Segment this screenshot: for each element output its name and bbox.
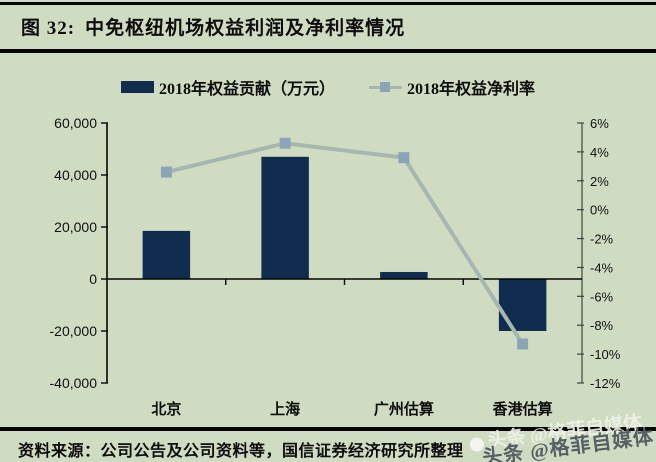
x-category-label-1: 上海 [270,400,300,418]
y-right-tick-label: 0% [590,203,609,218]
y-left-tick-label: 40,000 [54,167,97,183]
line-marker-2 [398,152,410,164]
chart-legend: 2018年权益贡献（万元） 2018年权益净利率 [0,75,656,99]
y-left-tick-label: 60,000 [54,115,97,131]
y-right-tick-label: 4% [590,145,609,160]
y-right-tick-label: -8% [590,318,614,333]
figure-title: 中免枢纽机场权益利润及净利率情况 [85,18,406,39]
y-right-tick-label: -2% [590,232,614,247]
y-right-tick-label: 2% [590,174,609,189]
x-category-label-2: 广州估算 [374,400,434,418]
y-right-tick-label: -6% [590,289,614,304]
y-left-tick-label: -40,000 [50,375,98,391]
y-left-tick-label: 0 [89,271,97,287]
line-marker-1 [279,137,291,149]
figure-number-label: 图 32: [21,18,76,39]
y-left-tick-label: -20,000 [50,323,98,339]
line-series-label: 2018年权益净利率 [407,81,536,98]
bar-0 [142,230,191,279]
line-marker-0 [160,166,172,178]
bar-series-label: 2018年权益贡献（万元） [158,81,335,98]
top-thin-rule [0,2,656,5]
bottom-rule [0,427,656,431]
figure-title-row: 图 32: 中免枢纽机场权益利润及净利率情况 [21,13,405,40]
y-right-tick-label: 6% [590,116,609,131]
y-left-tick-label: 20,000 [54,219,97,235]
line-marker-3 [517,338,529,350]
bar-3 [498,279,547,331]
x-category-label-0: 北京 [151,400,181,418]
bar-1 [261,156,309,279]
line-series-swatch-icon [369,81,402,93]
bar-series-swatch-icon [120,81,154,93]
y-right-tick-label: -12% [590,376,621,391]
source-note: 资料来源：公司公告及公司资料等，国信证券经济研究所整理 [18,443,464,460]
title-underline-rule [0,49,656,53]
legend-item-net-margin: 2018年权益净利率 [369,75,535,99]
net-margin-line [165,141,525,346]
y-right-tick-label: -4% [590,260,614,275]
bar-2 [380,271,428,279]
x-category-label-3: 香港估算 [493,400,553,418]
legend-item-equity-contribution: 2018年权益贡献（万元） [120,75,335,99]
y-right-tick-label: -10% [590,347,621,362]
